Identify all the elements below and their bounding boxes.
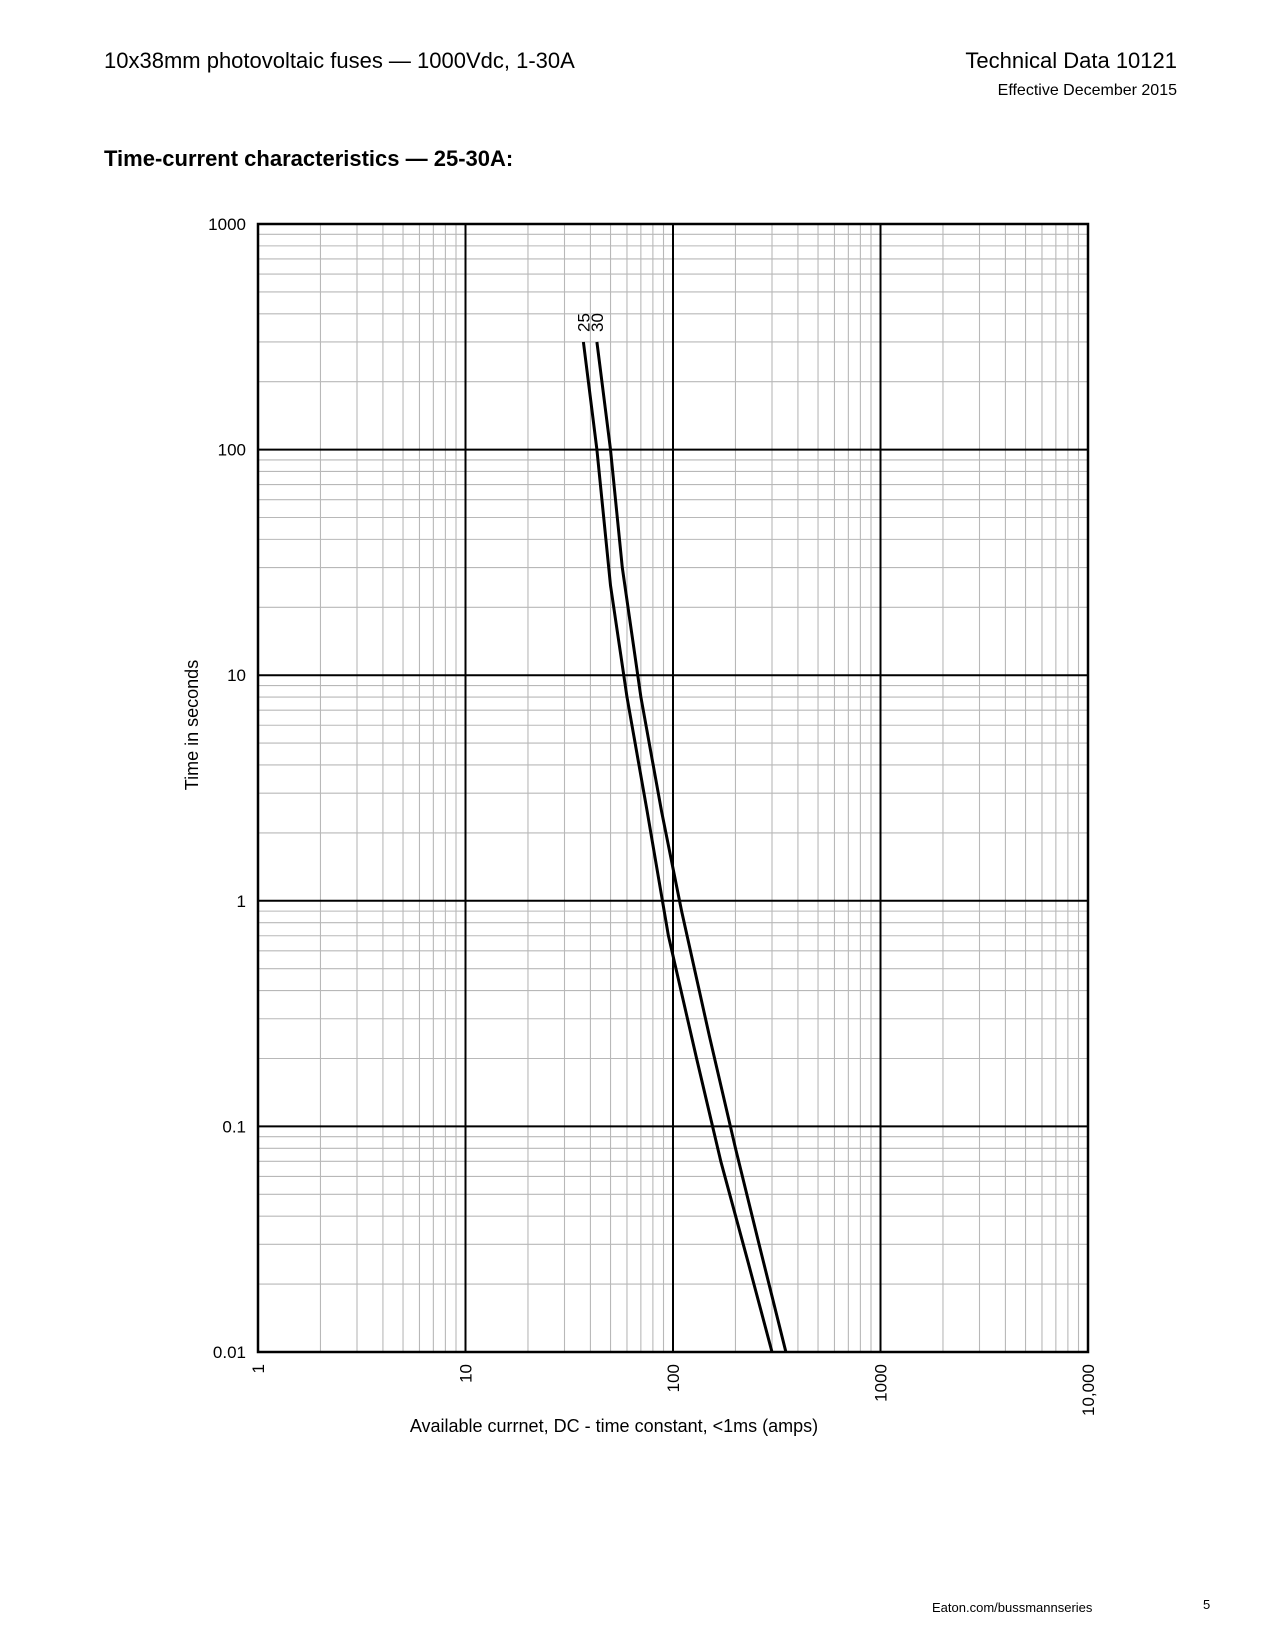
footer-url[interactable]: Eaton.com/bussmannseries xyxy=(932,1600,1093,1615)
major-grid xyxy=(256,222,1090,1354)
x-tick-label: 1 xyxy=(249,1364,268,1373)
y-tick-label: 1000 xyxy=(208,215,246,234)
series-line-25 xyxy=(581,341,774,1353)
y-tick-label: 0.1 xyxy=(222,1117,246,1136)
y-tick-label: 0.01 xyxy=(213,1343,246,1362)
section-title: Time-current characteristics — 25-30A: xyxy=(104,146,514,171)
tick-labels: 0.01 0.1 1 10 100 1000 1 10 100 1000 10,000 xyxy=(208,215,1098,1416)
y-tick-label: 10 xyxy=(227,666,246,685)
effective-date: Effective December 2015 xyxy=(997,82,1177,99)
x-tick-label: 10,000 xyxy=(1079,1364,1098,1416)
y-tick-label: 100 xyxy=(218,441,246,460)
page-number: 5 xyxy=(1203,1597,1211,1612)
x-tick-label: 1000 xyxy=(872,1364,891,1402)
y-tick-label: 1 xyxy=(237,892,246,911)
plot-frame xyxy=(256,222,1090,1354)
x-tick-label: 10 xyxy=(457,1364,476,1383)
document-number-text: Technical Data 10121 xyxy=(965,48,1177,73)
document-title: 10x38mm photovoltaic fuses — 1000Vdc, 1-… xyxy=(104,48,575,73)
x-tick-label: 100 xyxy=(664,1364,683,1392)
series-label-30: 30 xyxy=(588,313,607,332)
y-axis-label: Time in seconds xyxy=(182,660,202,790)
document-number: Technical Data 10121 Effective December … xyxy=(965,48,1177,100)
x-axis-label: Available currnet, DC - time constant, <… xyxy=(410,1416,818,1436)
series-label-25: 25 xyxy=(574,313,593,332)
series-line-30 xyxy=(595,341,788,1353)
